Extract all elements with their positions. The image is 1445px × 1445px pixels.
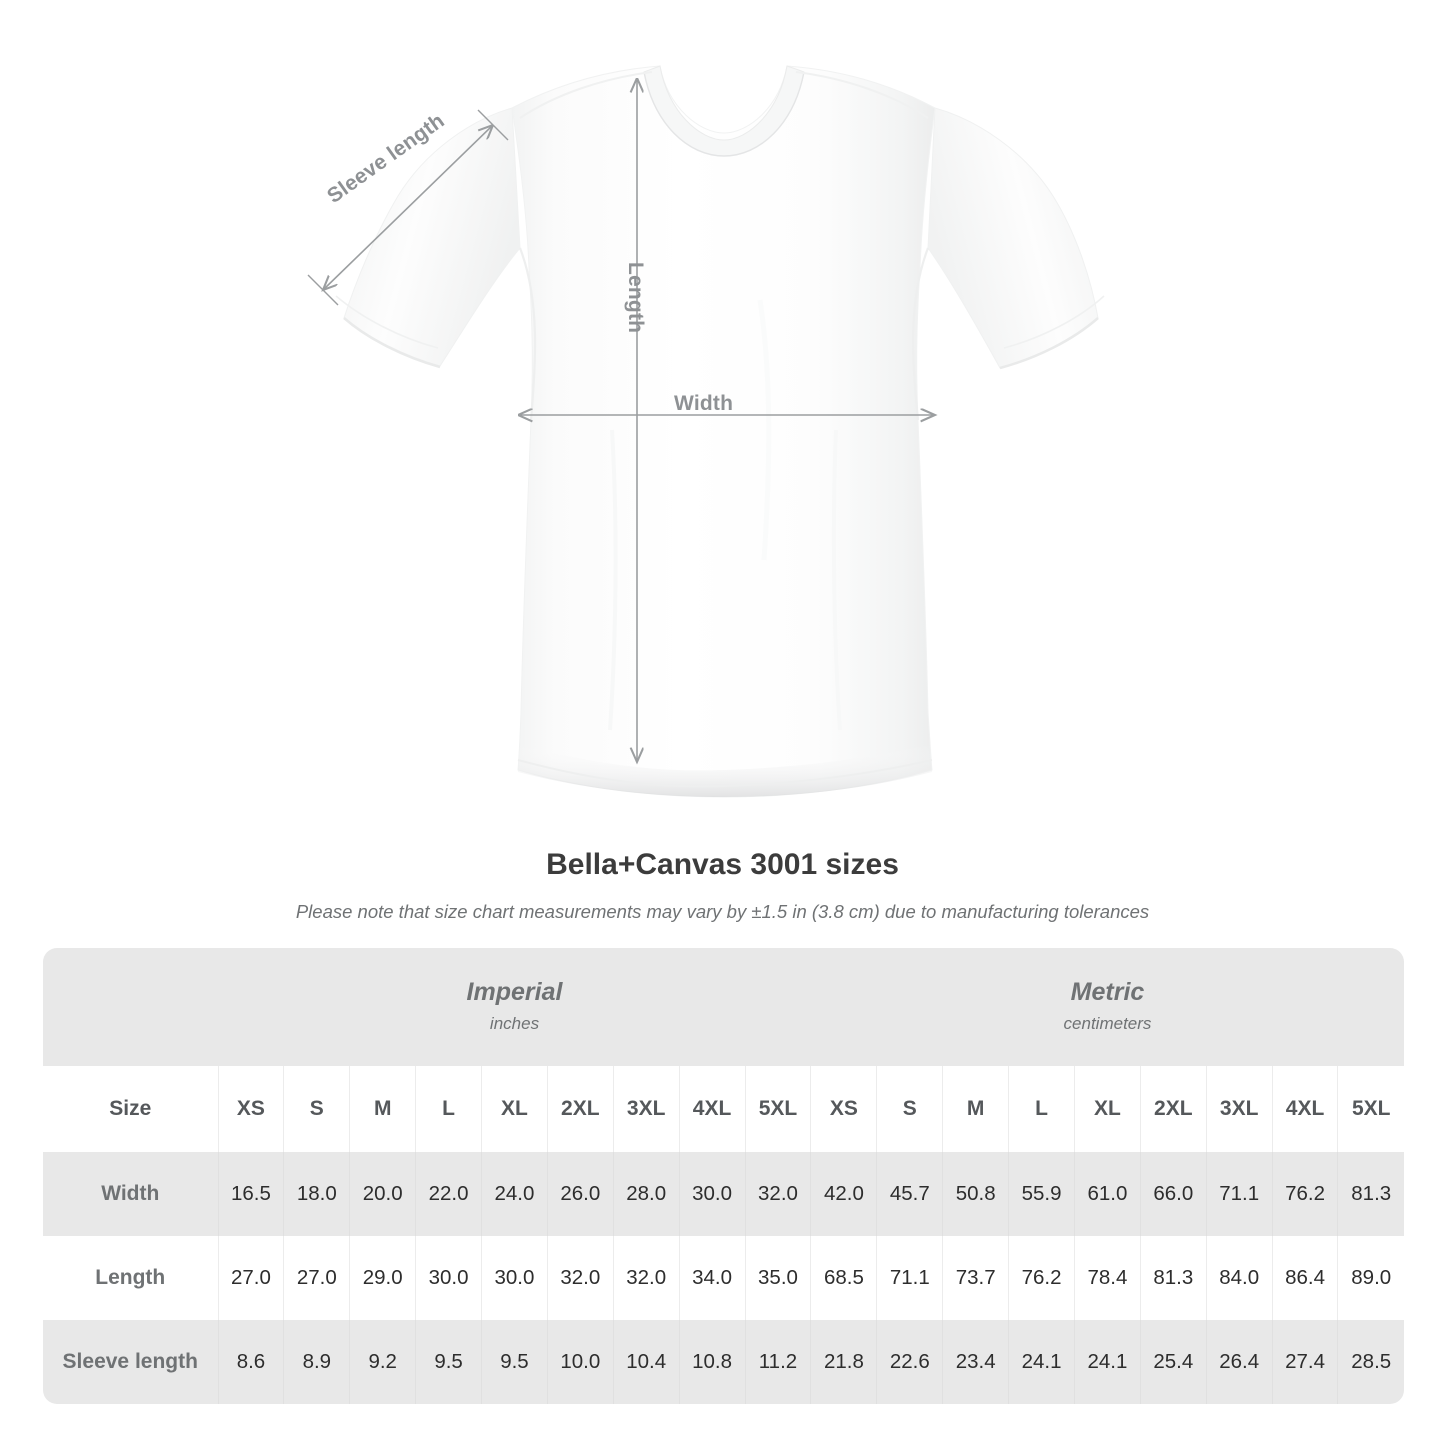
size-column-header: 3XL bbox=[612, 1066, 680, 1152]
measurement-cell: 26.0 bbox=[546, 1152, 614, 1236]
measurement-cell: 22.6 bbox=[876, 1320, 943, 1404]
measurement-cell: 30.0 bbox=[678, 1152, 745, 1236]
measurement-cell: 42.0 bbox=[810, 1152, 877, 1236]
size-column-header: XS bbox=[217, 1066, 284, 1152]
measurement-cell: 29.0 bbox=[349, 1236, 416, 1320]
measurement-cell: 50.8 bbox=[942, 1152, 1009, 1236]
measurement-cell: 32.0 bbox=[546, 1236, 614, 1320]
unit-group-sub: inches bbox=[489, 1014, 540, 1033]
size-column-header: 2XL bbox=[546, 1066, 614, 1152]
size-column-header: 5XL bbox=[744, 1066, 811, 1152]
measurement-cell: 55.9 bbox=[1008, 1152, 1075, 1236]
measurement-cell: 27.0 bbox=[217, 1236, 284, 1320]
size-column-header: XS bbox=[810, 1066, 877, 1152]
size-column-header: XL bbox=[481, 1066, 548, 1152]
table-row: Width 16.5 18.0 20.0 22.0 24.0 26.0 28.0 30.0 32.… bbox=[43, 1152, 1404, 1236]
measurement-cell: 24.1 bbox=[1008, 1320, 1075, 1404]
size-column-header: 4XL bbox=[1271, 1066, 1338, 1152]
size-column-header: L bbox=[1008, 1066, 1075, 1152]
measurement-cell: 28.5 bbox=[1337, 1320, 1404, 1404]
measurement-cell: 24.1 bbox=[1073, 1320, 1141, 1404]
size-column-header: M bbox=[349, 1066, 416, 1152]
measurement-cell: 89.0 bbox=[1337, 1236, 1404, 1320]
unit-group-metric: Metric centimeters bbox=[810, 948, 1404, 1066]
width-label: Width bbox=[674, 392, 734, 415]
measurement-cell: 73.7 bbox=[942, 1236, 1009, 1320]
size-column-header: 3XL bbox=[1205, 1066, 1273, 1152]
unit-group-sub: centimeters bbox=[1063, 1014, 1152, 1033]
measurement-cell: 9.5 bbox=[415, 1320, 482, 1404]
measurement-cell: 30.0 bbox=[415, 1236, 482, 1320]
measurement-cell: 24.0 bbox=[481, 1152, 548, 1236]
row-label: Width bbox=[43, 1152, 218, 1236]
measurement-cell: 45.7 bbox=[876, 1152, 943, 1236]
measurement-cell: 25.4 bbox=[1139, 1320, 1207, 1404]
size-chart-table: Imperial inches Metric centimeters Size XS S M L… bbox=[43, 948, 1404, 1404]
size-column-header: 4XL bbox=[678, 1066, 745, 1152]
size-column-header: L bbox=[415, 1066, 482, 1152]
measurement-cell: 10.4 bbox=[612, 1320, 680, 1404]
measurement-cell: 84.0 bbox=[1205, 1236, 1273, 1320]
table-row: Sleeve length 8.6 8.9 9.2 9.5 9.5 10.0 10.4 10.8… bbox=[43, 1320, 1404, 1404]
measurement-cell: 71.1 bbox=[876, 1236, 943, 1320]
measurement-cell: 35.0 bbox=[744, 1236, 811, 1320]
measurement-cell: 26.4 bbox=[1205, 1320, 1273, 1404]
size-column-header: XL bbox=[1073, 1066, 1141, 1152]
measurement-cell: 71.1 bbox=[1205, 1152, 1273, 1236]
page-title: Bella+Canvas 3001 sizes bbox=[546, 848, 899, 881]
measurement-cell: 30.0 bbox=[481, 1236, 548, 1320]
measurement-cell: 18.0 bbox=[283, 1152, 350, 1236]
table-row: Length 27.0 27.0 29.0 30.0 30.0 32.0 32.0 34.0 35… bbox=[43, 1236, 1404, 1320]
measurement-cell: 10.8 bbox=[678, 1320, 745, 1404]
size-column-header: M bbox=[942, 1066, 1009, 1152]
measurement-cell: 27.4 bbox=[1271, 1320, 1338, 1404]
measurement-cell: 66.0 bbox=[1139, 1152, 1207, 1236]
measurement-cell: 8.9 bbox=[283, 1320, 350, 1404]
measurement-cell: 8.6 bbox=[217, 1320, 284, 1404]
tolerance-note: Please note that size chart measurements… bbox=[295, 901, 1150, 922]
tshirt-diagram: Sleeve length Length Width bbox=[307, 65, 1105, 798]
length-label: Length bbox=[624, 262, 647, 334]
measurement-cell: 20.0 bbox=[349, 1152, 416, 1236]
measurement-cell: 9.5 bbox=[481, 1320, 548, 1404]
measurement-cell: 21.8 bbox=[810, 1320, 877, 1404]
measurement-cell: 28.0 bbox=[612, 1152, 680, 1236]
measurement-cell: 22.0 bbox=[415, 1152, 482, 1236]
size-column-header: 5XL bbox=[1337, 1066, 1404, 1152]
size-header-row: Size XS S M L XL 2XL 3XL 4XL 5XL XS S M L XL 2XL 3XL 4XL 5… bbox=[43, 1066, 1404, 1152]
measurement-cell: 32.0 bbox=[744, 1152, 811, 1236]
measurement-cell: 10.0 bbox=[546, 1320, 614, 1404]
measurement-cell: 76.2 bbox=[1008, 1236, 1075, 1320]
size-column-header: S bbox=[283, 1066, 350, 1152]
row-label: Sleeve length bbox=[43, 1320, 218, 1404]
unit-header-spacer bbox=[43, 948, 218, 1066]
measurement-cell: 23.4 bbox=[942, 1320, 1009, 1404]
unit-group-name: Imperial bbox=[466, 978, 563, 1006]
measurement-cell: 76.2 bbox=[1271, 1152, 1338, 1236]
measurement-cell: 32.0 bbox=[612, 1236, 680, 1320]
measurement-cell: 11.2 bbox=[744, 1320, 811, 1404]
size-header-label: Size bbox=[43, 1066, 218, 1152]
size-column-header: S bbox=[876, 1066, 943, 1152]
measurement-cell: 86.4 bbox=[1271, 1236, 1338, 1320]
measurement-cell: 81.3 bbox=[1337, 1152, 1404, 1236]
measurement-cell: 27.0 bbox=[283, 1236, 350, 1320]
measurement-cell: 78.4 bbox=[1073, 1236, 1141, 1320]
measurement-cell: 68.5 bbox=[810, 1236, 877, 1320]
measurement-cell: 34.0 bbox=[678, 1236, 745, 1320]
measurement-cell: 61.0 bbox=[1073, 1152, 1141, 1236]
unit-group-imperial: Imperial inches bbox=[218, 948, 811, 1066]
measurement-cell: 16.5 bbox=[217, 1152, 284, 1236]
measurement-cell: 9.2 bbox=[349, 1320, 416, 1404]
tshirt-illustration bbox=[307, 65, 1105, 798]
sleeve-length-dimension-arrow bbox=[307, 109, 509, 306]
unit-group-name: Metric bbox=[1070, 978, 1145, 1006]
size-column-header: 2XL bbox=[1139, 1066, 1207, 1152]
unit-header-row: Imperial inches Metric centimeters bbox=[43, 948, 1404, 1066]
measurement-cell: 81.3 bbox=[1139, 1236, 1207, 1320]
title-block: Bella+Canvas 3001 sizes Please note that… bbox=[0, 845, 1445, 925]
row-label: Length bbox=[43, 1236, 218, 1320]
